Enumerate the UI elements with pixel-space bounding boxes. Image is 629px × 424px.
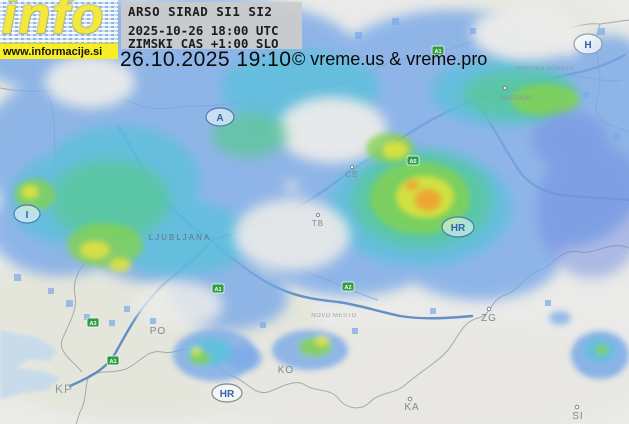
city-label-sisak: SI (572, 411, 583, 422)
radar-south-cells (173, 311, 629, 381)
country-marker-hungary: H (573, 33, 603, 55)
road-shield-a1-south: A1 (106, 355, 120, 366)
country-marker-italy: I (13, 204, 41, 224)
city-marker-karlovac: KA (404, 396, 419, 413)
road-shields: A1 A1 A2 A3 A5 A1 (86, 45, 445, 366)
city-label-ljubljana: LJUBLJANA (149, 233, 211, 242)
radar-timezone-note: ZIMSKI CAS +1:00 SLO (128, 36, 279, 51)
svg-text:A5: A5 (409, 159, 416, 165)
road-shield-a1-north: A1 (431, 45, 445, 56)
country-marker-croatia-south: HR (211, 383, 243, 403)
info-logo-text: info (2, 0, 106, 43)
radar-source-title: ARSO SIRAD SI1 SI2 (128, 4, 273, 19)
city-label-koper: KP (55, 382, 73, 396)
svg-text:A1: A1 (214, 287, 221, 293)
info-banner-link[interactable]: www.informacije.si (0, 43, 118, 59)
city-label-maribor: MARIBOR (500, 96, 532, 102)
city-label-kocevje: KO (278, 365, 294, 376)
city-label-postojna: PO (150, 326, 166, 337)
radar-timestamp-utc: 2025-10-26 18:00 UTC (128, 23, 279, 38)
copyright-text: © vreme.us & vreme.pro (292, 49, 488, 69)
city-label-celje: CE (345, 170, 358, 179)
country-label-hr2: HR (220, 389, 235, 400)
radar-specks (14, 18, 620, 334)
city-label-murska-sobota: MURSKA SOBOTA (516, 66, 574, 72)
info-logo[interactable]: info (0, 0, 118, 43)
svg-text:A1: A1 (109, 359, 116, 365)
radar-layer-extreme-rain (405, 180, 441, 211)
country-marker-austria: A (205, 107, 235, 127)
sea-gulf-of-trieste (0, 330, 61, 400)
svg-text:A3: A3 (89, 321, 96, 327)
road-shield-a2: A2 (341, 281, 355, 292)
country-label-hr: HR (451, 223, 466, 234)
radar-layer-east-band (532, 112, 629, 278)
city-marker-zagreb: ZG (481, 306, 497, 324)
city-label-trbovlje: TB (312, 219, 324, 228)
road-shield-a1-center: A1 (211, 283, 225, 294)
city-label-karlovac: KA (404, 402, 419, 413)
city-marker-sisak: SI (572, 404, 583, 422)
city-marker-celje: CE (345, 164, 358, 179)
svg-text:A1: A1 (434, 49, 441, 55)
country-label-a: A (216, 113, 223, 124)
city-label-novo-mesto: NOVO MESTO (311, 313, 357, 319)
country-label-i: I (26, 210, 29, 221)
radar-dry-gaps (45, 5, 582, 329)
radar-source-box: ARSO SIRAD SI1 SI2 2025-10-26 18:00 UTC … (121, 2, 302, 51)
city-marker-trbovlje: TB (312, 212, 324, 228)
road-shield-a5: A5 (406, 155, 420, 166)
road-shield-a3: A3 (86, 317, 100, 328)
city-marker-maribor: MARIBOR (500, 85, 532, 102)
svg-text:A2: A2 (344, 285, 351, 291)
info-banner-text: www.informacije.si (3, 45, 103, 58)
city-label-zagreb: ZG (481, 313, 497, 324)
country-label-h: H (584, 40, 591, 51)
country-marker-croatia: HR (441, 216, 475, 238)
local-datetime: 26.10.2025 19:10 (120, 48, 292, 71)
